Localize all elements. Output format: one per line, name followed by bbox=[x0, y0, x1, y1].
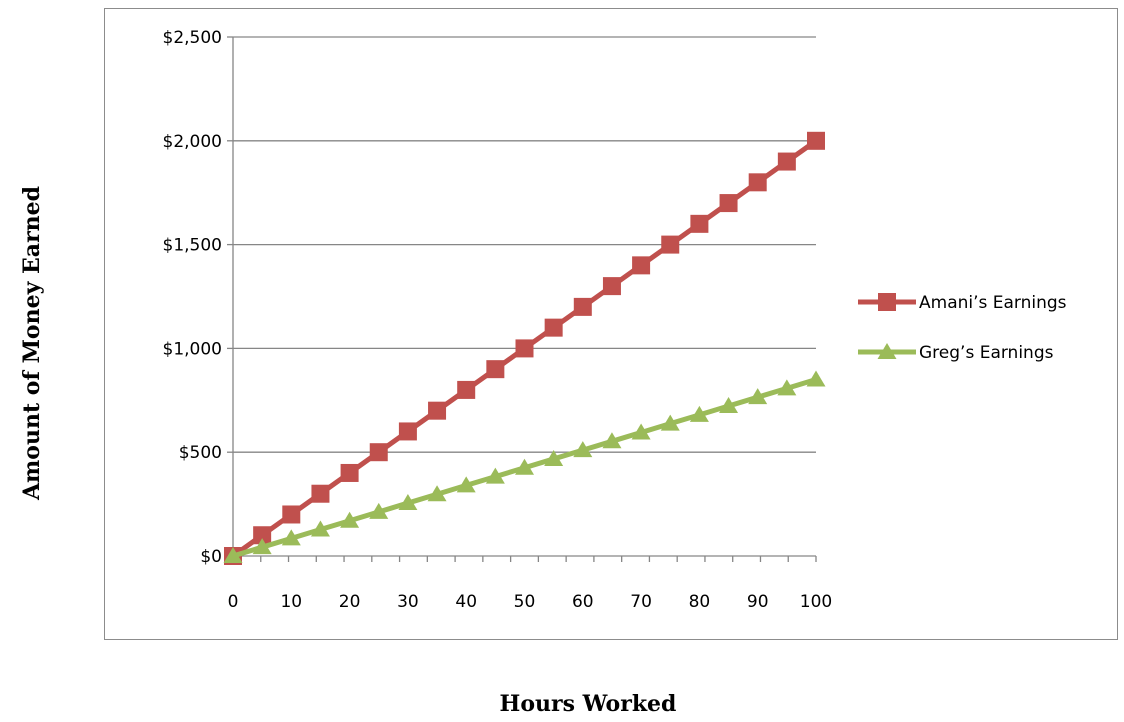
x-tick-label-2: 20 bbox=[339, 592, 361, 612]
legend-label-1: Greg’s Earnings bbox=[919, 343, 1054, 363]
data-point-1-15 bbox=[660, 414, 680, 431]
data-point-1-0 bbox=[223, 547, 243, 563]
data-point-1-14 bbox=[631, 423, 651, 440]
data-point-0-1 bbox=[253, 526, 272, 545]
data-point-1-18 bbox=[748, 388, 768, 405]
data-point-1-17 bbox=[719, 397, 739, 414]
data-point-1-20 bbox=[806, 370, 826, 387]
legend-item-1: Greg’s Earnings bbox=[858, 343, 1054, 363]
data-point-0-14 bbox=[632, 256, 651, 275]
data-point-0-19 bbox=[777, 152, 796, 171]
legend-label-0: Amani’s Earnings bbox=[919, 293, 1067, 313]
data-point-1-13 bbox=[602, 432, 622, 449]
data-point-0-16 bbox=[690, 214, 709, 233]
data-point-0-5 bbox=[369, 443, 388, 462]
data-point-0-10 bbox=[515, 339, 534, 358]
y-tick-label-5: $2,500 bbox=[163, 28, 222, 48]
data-point-1-6 bbox=[398, 494, 418, 511]
data-point-1-2 bbox=[281, 529, 301, 546]
x-axis-title: Hours Worked bbox=[499, 691, 677, 717]
data-point-1-10 bbox=[515, 458, 534, 475]
data-point-1-1 bbox=[252, 538, 272, 555]
data-point-0-18 bbox=[748, 173, 767, 192]
y-tick-label-0: $0 bbox=[200, 547, 222, 567]
data-point-0-13 bbox=[602, 277, 621, 296]
y-tick-label-4: $2,000 bbox=[163, 132, 222, 152]
data-point-0-11 bbox=[544, 318, 563, 337]
data-point-0-3 bbox=[311, 484, 330, 503]
data-point-0-8 bbox=[457, 380, 476, 399]
x-tick-label-5: 50 bbox=[514, 592, 536, 612]
y-axis-title: Amount of Money Earned bbox=[19, 185, 45, 501]
axes: $0 $500 $1,000 $1,500 $2,000 $2,500 0 10 20 30 40 5… bbox=[163, 28, 833, 612]
data-point-0-6 bbox=[398, 422, 417, 441]
series bbox=[223, 131, 826, 565]
legend-item-0: Amani’s Earnings bbox=[858, 293, 1067, 313]
x-tick-label-3: 30 bbox=[397, 592, 419, 612]
data-point-0-9 bbox=[486, 360, 505, 379]
data-point-0-4 bbox=[340, 463, 359, 482]
series-1 bbox=[223, 370, 826, 563]
data-point-1-19 bbox=[777, 379, 797, 396]
x-tick-label-7: 70 bbox=[630, 592, 652, 612]
data-point-1-9 bbox=[485, 467, 505, 484]
y-tick-label-3: $1,500 bbox=[163, 236, 222, 256]
y-tick-label-1: $500 bbox=[179, 443, 222, 463]
x-tick-label-1: 10 bbox=[280, 592, 302, 612]
data-point-1-12 bbox=[573, 441, 593, 458]
x-tick-label-10: 100 bbox=[800, 592, 832, 612]
y-tick-label-2: $1,000 bbox=[163, 339, 222, 359]
data-point-0-7 bbox=[428, 401, 447, 420]
legend-marker-0 bbox=[878, 293, 896, 311]
legend: Amani’s Earnings Greg’s Earnings bbox=[858, 293, 1067, 363]
data-point-1-5 bbox=[369, 502, 389, 519]
data-point-1-16 bbox=[689, 405, 709, 422]
data-point-1-4 bbox=[340, 511, 360, 528]
x-tick-label-0: 0 bbox=[228, 592, 239, 612]
x-tick-label-9: 90 bbox=[747, 592, 769, 612]
data-point-1-7 bbox=[427, 485, 447, 502]
x-tick-label-4: 40 bbox=[455, 592, 477, 612]
data-point-0-2 bbox=[282, 505, 301, 524]
x-tick-label-6: 60 bbox=[572, 592, 594, 612]
gridlines bbox=[233, 36, 816, 453]
x-tick-label-8: 80 bbox=[689, 592, 711, 612]
data-point-0-17 bbox=[719, 194, 738, 213]
chart-area bbox=[104, 8, 1118, 640]
data-point-1-11 bbox=[544, 449, 564, 466]
data-point-0-12 bbox=[573, 297, 592, 316]
data-point-1-8 bbox=[456, 476, 476, 493]
data-point-0-20 bbox=[807, 131, 825, 150]
data-point-1-3 bbox=[310, 520, 330, 537]
data-point-0-15 bbox=[661, 235, 680, 254]
legend-marker-1 bbox=[877, 343, 897, 359]
